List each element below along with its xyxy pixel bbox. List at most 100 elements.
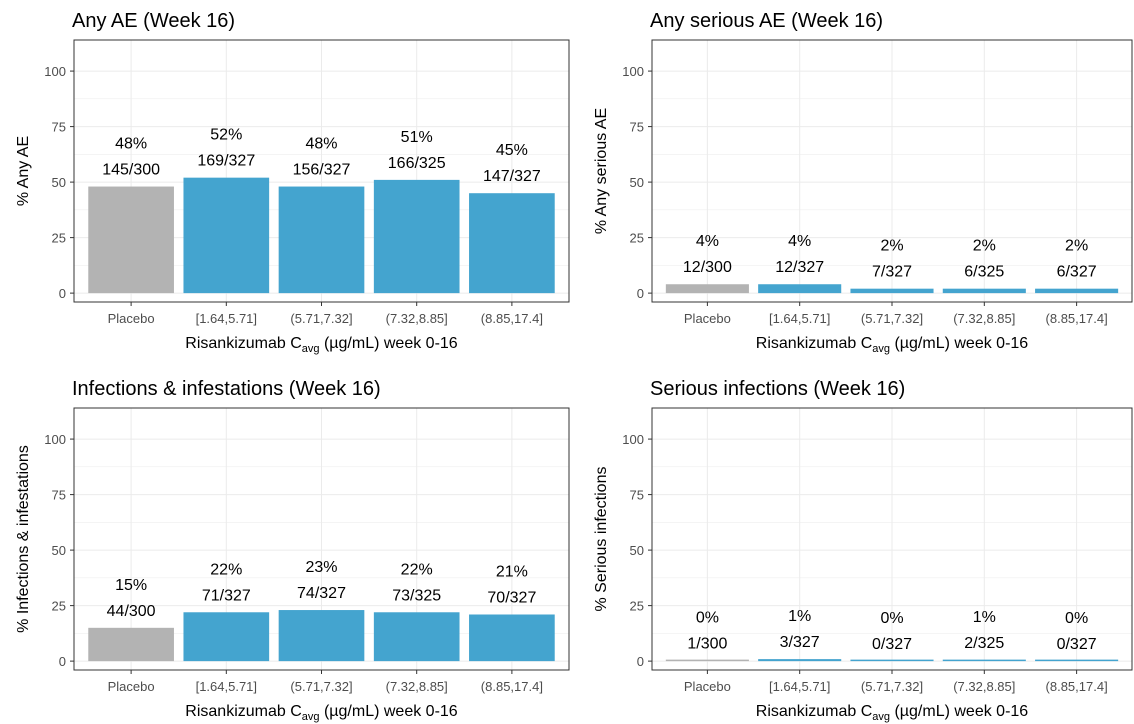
data-label-count: 6/327 <box>1057 264 1097 281</box>
y-tick-label: 25 <box>630 599 644 614</box>
chart-panel-1: Any AE (Week 16) 48% 145/300 52% 169/327 48% 1… <box>15 10 570 355</box>
bar-bin-4 <box>1035 288 1119 294</box>
bar-bin-1 <box>183 612 270 662</box>
bar-bin-2 <box>278 610 365 662</box>
x-tick-label: (8.85,17.4] <box>481 311 543 326</box>
data-label-percent: 0% <box>880 610 903 627</box>
y-tick-label: 0 <box>59 286 66 301</box>
data-label-count: 1/300 <box>687 635 727 652</box>
x-tick-label: (5.71,7.32] <box>290 311 352 326</box>
x-tick-label: [1.64,5.71] <box>196 311 257 326</box>
x-axis-label: Risankizumab Cavg (µg/mL) week 0-16 <box>185 703 457 723</box>
x-tick-label: (8.85,17.4] <box>481 679 543 694</box>
data-label-count: 166/325 <box>388 155 446 172</box>
chart-panel-2: Any serious AE (Week 16) 4% 12/300 4% 12/327… <box>593 10 1133 355</box>
x-tick-label: (7.32,8.85] <box>386 311 448 326</box>
data-label-count: 73/325 <box>392 587 441 604</box>
bar-placebo <box>665 284 749 294</box>
data-label-count: 0/327 <box>1057 636 1097 653</box>
chart-panel-4: Serious infections (Week 16) 0% 1/300 1% 3/3… <box>593 378 1133 723</box>
bar-bin-1 <box>758 659 842 662</box>
x-tick-label: (5.71,7.32] <box>861 679 923 694</box>
y-tick-label: 0 <box>637 654 644 669</box>
x-tick-label: [1.64,5.71] <box>196 679 257 694</box>
y-tick-label: 75 <box>630 488 644 503</box>
bar-bin-2 <box>278 186 365 294</box>
y-tick-label: 100 <box>622 432 644 447</box>
data-label-count: 12/327 <box>775 259 824 276</box>
y-tick-label: 50 <box>52 543 66 558</box>
chart-panel-3: Infections & infestations (Week 16) 15% 44… <box>15 378 570 723</box>
y-tick-label: 50 <box>630 543 644 558</box>
data-label-count: 145/300 <box>102 162 160 179</box>
y-tick-label: 75 <box>630 120 644 135</box>
data-label-percent: 48% <box>115 136 147 153</box>
x-tick-label: (8.85,17.4] <box>1046 311 1108 326</box>
data-label-count: 3/327 <box>780 634 820 651</box>
data-label-percent: 15% <box>115 577 147 594</box>
bar-bin-2 <box>850 288 934 294</box>
x-tick-label: Placebo <box>108 679 155 694</box>
bar-bin-4 <box>1035 659 1119 662</box>
data-label-percent: 4% <box>696 233 719 250</box>
y-tick-label: 100 <box>622 64 644 79</box>
data-label-count: 0/327 <box>872 636 912 653</box>
y-axis-label: % Serious infections <box>593 467 610 612</box>
x-tick-label: Placebo <box>684 679 731 694</box>
data-label-percent: 51% <box>401 129 433 146</box>
data-label-percent: 2% <box>1065 238 1088 255</box>
data-label-percent: 0% <box>696 609 719 626</box>
data-label-percent: 52% <box>210 127 242 144</box>
x-tick-label: Placebo <box>684 311 731 326</box>
x-axis-label: Risankizumab Cavg (µg/mL) week 0-16 <box>756 335 1028 355</box>
data-label-percent: 0% <box>1065 610 1088 627</box>
data-label-percent: 1% <box>788 608 811 625</box>
bar-bin-1 <box>183 177 270 294</box>
data-label-percent: 1% <box>973 609 996 626</box>
data-label-percent: 45% <box>496 142 528 159</box>
y-tick-label: 75 <box>52 488 66 503</box>
bar-placebo <box>88 627 174 662</box>
bar-bin-3 <box>942 659 1026 662</box>
chart-title: Any AE (Week 16) <box>72 10 235 32</box>
data-label-count: 44/300 <box>107 603 156 620</box>
x-tick-label: Placebo <box>108 311 155 326</box>
data-label-count: 74/327 <box>297 585 346 602</box>
data-label-count: 12/300 <box>683 259 732 276</box>
y-tick-label: 75 <box>52 120 66 135</box>
x-tick-label: (5.71,7.32] <box>290 679 352 694</box>
data-label-count: 71/327 <box>202 587 251 604</box>
y-axis-label: % Any serious AE <box>593 108 610 234</box>
bar-bin-1 <box>758 284 842 294</box>
data-label-percent: 2% <box>973 238 996 255</box>
chart-title: Infections & infestations (Week 16) <box>72 378 381 400</box>
data-label-percent: 2% <box>880 238 903 255</box>
y-tick-label: 25 <box>52 231 66 246</box>
x-tick-label: (7.32,8.85] <box>953 311 1015 326</box>
data-label-count: 2/325 <box>964 635 1004 652</box>
bar-bin-4 <box>469 614 555 662</box>
bar-placebo <box>665 659 749 662</box>
y-tick-label: 25 <box>52 599 66 614</box>
bar-placebo <box>88 186 174 294</box>
y-tick-label: 0 <box>59 654 66 669</box>
data-label-percent: 22% <box>210 561 242 578</box>
chart-title: Any serious AE (Week 16) <box>650 10 883 32</box>
data-label-count: 70/327 <box>487 589 536 606</box>
bar-bin-2 <box>850 659 934 662</box>
bar-bin-3 <box>373 179 460 294</box>
y-axis-label: % Infections & infestations <box>15 445 32 633</box>
data-label-count: 147/327 <box>483 168 541 185</box>
data-label-percent: 22% <box>401 561 433 578</box>
chart-title: Serious infections (Week 16) <box>650 378 905 400</box>
data-label-percent: 21% <box>496 563 528 580</box>
data-label-percent: 23% <box>305 559 337 576</box>
y-axis-label: % Any AE <box>15 136 32 206</box>
data-label-count: 7/327 <box>872 264 912 281</box>
y-tick-label: 0 <box>637 286 644 301</box>
bar-bin-3 <box>942 288 1026 294</box>
x-tick-label: (7.32,8.85] <box>953 679 1015 694</box>
x-axis-label: Risankizumab Cavg (µg/mL) week 0-16 <box>185 335 457 355</box>
data-label-count: 156/327 <box>293 162 351 179</box>
